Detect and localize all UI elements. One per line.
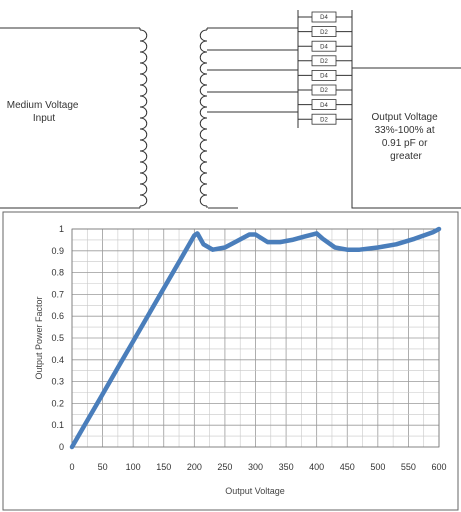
diode-7: D4 (298, 99, 352, 110)
output-label-line-2: 33%-100% at (375, 125, 435, 136)
diode-box (311, 26, 337, 38)
output-label-line-1: Output Voltage (372, 112, 439, 123)
y-tick-label: 0.4 (51, 355, 64, 365)
diode-8: D2 (298, 113, 352, 125)
y-tick-label: 0.1 (51, 420, 64, 430)
input-label-line-2: Input (33, 113, 55, 124)
x-tick-label: 400 (309, 462, 324, 472)
input-label-line-1: Medium Voltage (7, 100, 79, 111)
diode-label: D2 (320, 59, 328, 65)
diode-box (311, 55, 337, 67)
x-tick-labels: 0 50 100 150 200 250 300 350 400 450 500 550 600 (69, 462, 446, 472)
y-tick-label: 0.8 (51, 268, 64, 278)
coil-path (199, 29, 208, 207)
diode-label: D2 (320, 88, 328, 94)
x-tick-label: 250 (217, 462, 232, 472)
diode-bank: D4 D2 D4 D2 D4 D2 D4 D2 (298, 11, 352, 125)
x-tick-label: 350 (279, 462, 294, 472)
x-axis-label: Output Voltage (225, 486, 285, 496)
series-line (69, 226, 442, 450)
y-tick-label: 0.3 (51, 377, 64, 387)
y-tick-label: 1 (59, 224, 64, 234)
diode-1: D4 (298, 11, 352, 23)
y-tick-label: 0.6 (51, 311, 64, 321)
x-tick-label: 550 (401, 462, 416, 472)
primary-winding (139, 28, 148, 208)
diode-3: D4 (298, 40, 352, 52)
x-tick-label: 450 (340, 462, 355, 472)
diode-label: D4 (320, 44, 328, 50)
x-tick-label: 150 (156, 462, 171, 472)
diode-box (311, 70, 337, 81)
diode-5: D4 (298, 70, 352, 81)
diode-box (311, 40, 337, 52)
diode-2: D2 (298, 26, 352, 38)
chart-grid (71, 228, 440, 448)
x-tick-label: 300 (248, 462, 263, 472)
diode-box (311, 113, 337, 125)
coil-path (139, 29, 148, 207)
diode-label: D2 (320, 117, 328, 123)
diode-6: D2 (298, 84, 352, 96)
diode-label: D2 (320, 30, 328, 36)
output-label-line-3: 0.91 pF or (382, 138, 428, 149)
x-tick-label: 0 (69, 462, 74, 472)
x-tick-label: 50 (98, 462, 108, 472)
input-label: Medium Voltage Input (7, 100, 82, 124)
diode-label: D4 (320, 103, 328, 109)
y-tick-label: 0 (59, 442, 64, 452)
circuit-diagram: D4 D2 D4 D2 D4 D2 D4 D2 Medium Voltage Input Ou… (0, 10, 461, 209)
diode-label: D4 (320, 74, 328, 80)
diode-4: D2 (298, 55, 352, 67)
secondary-winding (199, 28, 208, 208)
y-tick-label: 0.5 (51, 333, 64, 343)
power-factor-chart: 0 50 100 150 200 250 300 350 400 450 500 550 600 0 0.… (2, 211, 459, 511)
output-label: Output Voltage 33%-100% at 0.91 pF or gr… (372, 112, 441, 162)
output-label-line-4: greater (390, 151, 422, 162)
output-bottom-wire (351, 128, 461, 209)
diode-box (311, 84, 337, 96)
plot-area (71, 228, 440, 448)
y-tick-label: 0.2 (51, 398, 64, 408)
diode-box (311, 11, 337, 23)
y-tick-label: 0.7 (51, 289, 64, 299)
x-tick-label: 600 (431, 462, 446, 472)
y-tick-labels: 0 0.1 0.2 0.3 0.4 0.5 0.6 0.7 0.8 0.9 1 (51, 224, 64, 452)
x-tick-label: 500 (370, 462, 385, 472)
x-tick-label: 100 (126, 462, 141, 472)
y-axis-label: Output Power Factor (34, 296, 44, 379)
diode-box (311, 99, 337, 110)
diode-label: D4 (320, 15, 328, 21)
x-tick-label: 200 (187, 462, 202, 472)
y-tick-label: 0.9 (51, 246, 64, 256)
